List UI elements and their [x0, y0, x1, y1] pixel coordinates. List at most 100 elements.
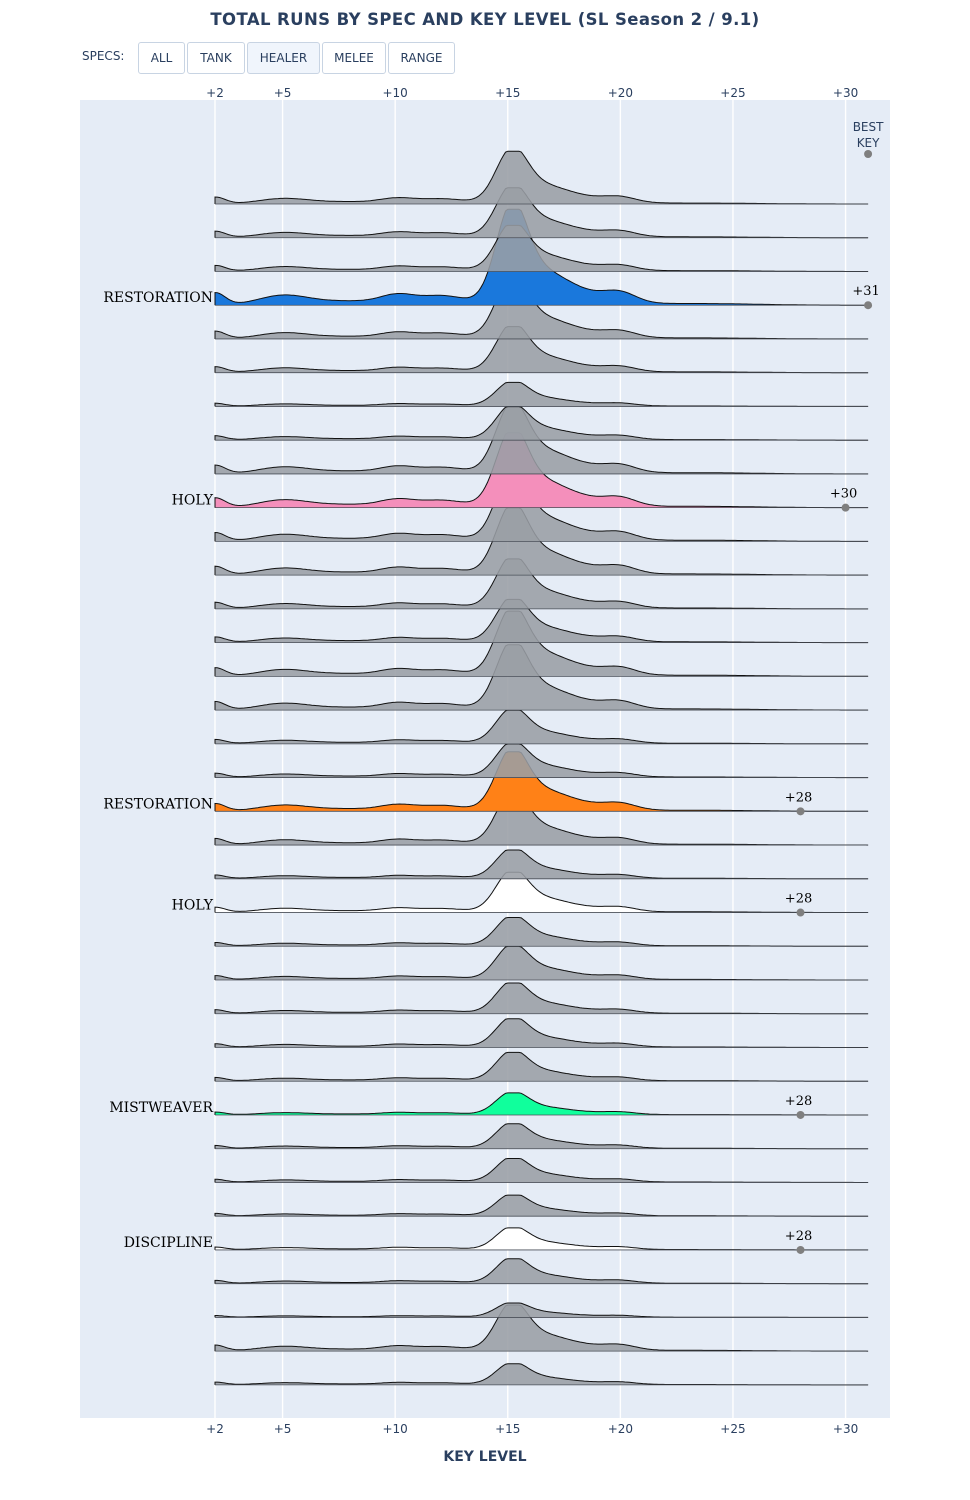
- ridge-area: [215, 850, 869, 879]
- ridge-line: [214, 945, 869, 981]
- ridge-line: [214, 406, 869, 441]
- best-key-marker: [796, 1245, 805, 1254]
- specs-filter-label: SPECS:: [82, 49, 125, 63]
- x-tick-top: +5: [274, 86, 292, 100]
- filter-button-range[interactable]: RANGE: [388, 42, 455, 74]
- x-tick-top: +15: [495, 86, 520, 100]
- best-key-marker: [796, 1110, 805, 1119]
- ridge-line: [214, 406, 869, 475]
- best-key-legend: BEST KEY: [853, 120, 884, 158]
- ridge-line: [214, 326, 869, 374]
- ridge-line: [214, 473, 869, 542]
- ridge-line: [214, 1092, 869, 1116]
- ridge-area: [215, 611, 869, 677]
- ridge-line: [214, 1123, 869, 1150]
- best-key-legend-text: BEST: [853, 120, 884, 134]
- ridge-area: [215, 1303, 869, 1318]
- grid-lines: [214, 100, 847, 1418]
- ridge-line: [214, 871, 869, 913]
- ridge-line: [214, 751, 869, 812]
- filter-button-all[interactable]: ALL: [138, 42, 185, 74]
- x-tick-top: +30: [833, 86, 858, 100]
- ridge-line: [214, 208, 869, 306]
- ridge-area-highlight: [215, 432, 869, 508]
- x-axis-top-ticks: +2 +5 +10 +15 +20 +25 +30: [206, 86, 858, 100]
- filter-button-tank[interactable]: TANK: [187, 42, 245, 74]
- ridge-line: [214, 1194, 869, 1217]
- ridge-area-highlight: [215, 751, 869, 812]
- ridge-area-highlight: [215, 872, 869, 913]
- ridge-area: [215, 946, 869, 980]
- ridge-line: [214, 709, 869, 745]
- ridge-area: [215, 917, 869, 947]
- best-key-marker: [796, 908, 805, 917]
- spec-label: HOLY: [172, 898, 214, 914]
- ridge-area: [215, 326, 869, 373]
- ridge-area: [215, 1158, 869, 1183]
- ridge-line: [214, 743, 869, 779]
- ridge-line: [214, 558, 869, 610]
- ridge-line: [214, 917, 869, 947]
- ridge-area: [215, 474, 869, 542]
- ridge-area: [215, 507, 869, 576]
- x-tick-bottom: +20: [608, 1422, 633, 1436]
- ridge-line: [214, 507, 869, 576]
- ridge-line: [214, 432, 869, 509]
- x-tick-top: +10: [382, 86, 407, 100]
- best-key-marker: [864, 301, 873, 310]
- x-tick-top: +25: [720, 86, 745, 100]
- ridge-area: [215, 1123, 869, 1149]
- ridge-line: [214, 1227, 869, 1251]
- filter-button-melee[interactable]: MELEE: [322, 42, 386, 74]
- best-key-markers: +31 +30 +28 +28 +28 +28: [785, 284, 880, 1254]
- ridge-area: [215, 744, 869, 778]
- ridge-area: [215, 187, 869, 238]
- ridge-line: [214, 150, 869, 205]
- ridge-area-highlight: [215, 1227, 869, 1250]
- best-key-legend-text: KEY: [857, 136, 880, 150]
- filter-button-healer[interactable]: HEALER: [247, 42, 320, 74]
- spec-label: RESTORATION: [103, 796, 213, 812]
- ridge-area: [215, 710, 869, 744]
- ridge-area: [215, 983, 869, 1014]
- x-tick-bottom: +15: [495, 1422, 520, 1436]
- plot-area: [80, 100, 890, 1418]
- ridge-area: [215, 1258, 869, 1284]
- x-tick-bottom: +25: [720, 1422, 745, 1436]
- ridge-line: [214, 1158, 869, 1183]
- spec-label: RESTORATION: [103, 290, 213, 306]
- ridge-line: [214, 1302, 869, 1318]
- x-tick-top: +2: [206, 86, 224, 100]
- ridge-area: [215, 1305, 869, 1352]
- ridge-line: [214, 794, 869, 846]
- x-tick-bottom: +10: [382, 1422, 407, 1436]
- spec-label: MISTWEAVER: [109, 1100, 213, 1116]
- ridge-area: [215, 644, 869, 711]
- x-tick-bottom: +2: [206, 1422, 224, 1436]
- ridge-line: [214, 1051, 869, 1082]
- x-axis-bottom-ticks: +2 +5 +10 +15 +20 +25 +30: [206, 1422, 858, 1436]
- ridge-area: [215, 382, 869, 407]
- ridge-area: [215, 151, 869, 204]
- best-key-label: +31: [852, 284, 879, 299]
- ridge-line: [214, 1304, 869, 1352]
- ridge-line: [214, 278, 869, 340]
- ridge-line: [214, 610, 869, 677]
- ridge-line: [214, 1363, 869, 1386]
- best-key-label: +28: [785, 790, 812, 805]
- ridge-area: [215, 599, 869, 643]
- best-key-label: +30: [830, 487, 857, 502]
- ridge-area-highlight: [215, 209, 869, 306]
- chart-title: TOTAL RUNS BY SPEC AND KEY LEVEL (SL Sea…: [210, 10, 760, 29]
- ridge-line: [214, 644, 869, 711]
- best-key-marker: [796, 807, 805, 816]
- ridge-area: [215, 795, 869, 846]
- ridge-line: [214, 1258, 869, 1285]
- ridge-area: [215, 558, 869, 609]
- ridge-area: [215, 1018, 869, 1048]
- best-key-marker: [841, 503, 850, 512]
- ridge-area: [215, 225, 869, 272]
- ridge-area: [215, 1052, 869, 1082]
- x-axis-title: KEY LEVEL: [443, 1449, 526, 1465]
